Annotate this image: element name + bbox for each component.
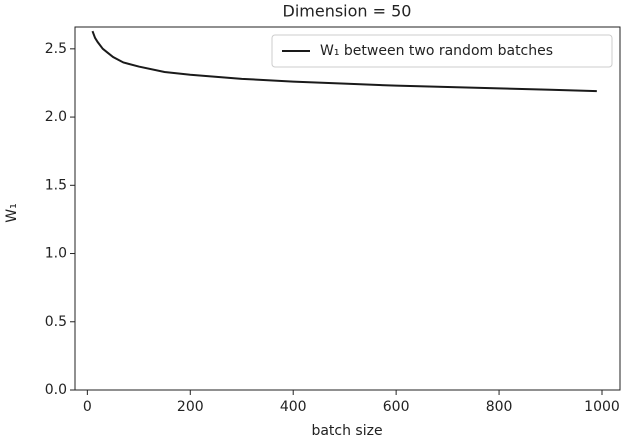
legend-label: W₁ between two random batches [320, 43, 553, 59]
data-line [91, 30, 597, 93]
y-tick-label: 2.5 [45, 41, 67, 57]
x-tick-label: 200 [177, 399, 204, 415]
x-tick-label: 600 [383, 399, 410, 415]
y-tick-label: 1.5 [45, 177, 67, 193]
y-axis-label: W₁ [4, 203, 20, 222]
y-tick-label: 2.0 [45, 109, 67, 125]
y-tick-label: 0.5 [45, 314, 67, 330]
x-axis-label: batch size [311, 423, 382, 438]
y-tick-label: 0.0 [45, 382, 67, 398]
x-tick-label: 800 [486, 399, 513, 415]
legend-box [271, 34, 613, 68]
chart-title: Dimension = 50 [283, 2, 412, 21]
y-tick-label: 1.0 [45, 246, 67, 262]
x-tick-label: 1000 [584, 399, 620, 415]
x-tick-label: 0 [83, 399, 92, 415]
x-tick-label: 400 [280, 399, 307, 415]
plot-frame [74, 26, 621, 391]
